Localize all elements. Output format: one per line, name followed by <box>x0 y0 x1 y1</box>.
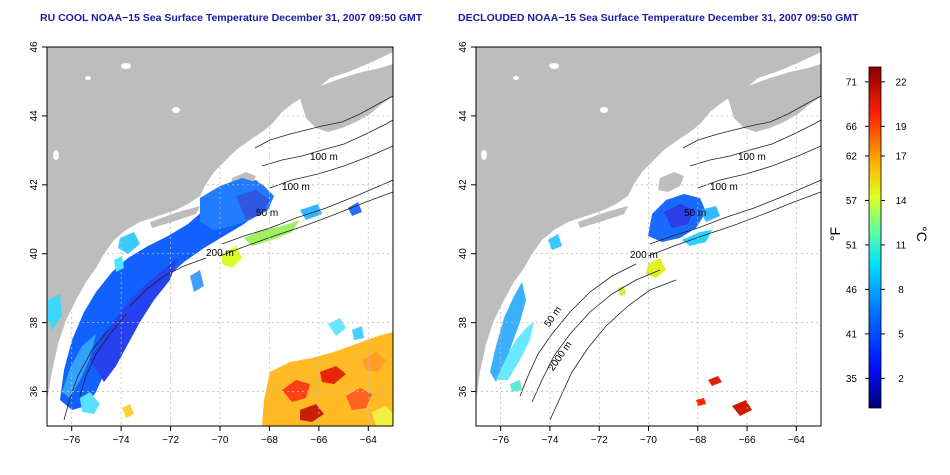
x-tick-label: −76 <box>63 435 80 446</box>
grid-lines <box>476 47 821 426</box>
lake <box>600 107 608 113</box>
lake <box>53 150 59 160</box>
x-tick-label: −66 <box>310 435 327 446</box>
y-tick-label: 42 <box>458 179 469 191</box>
bathymetry-contours <box>519 95 821 421</box>
y-tick-label: 46 <box>458 41 469 53</box>
colorbar-label-fahrenheit: 41 <box>846 329 858 340</box>
contour-label: 200 m <box>630 250 658 261</box>
axis-ticks: −76 −74 −72 −70 −68 −66 −64 36 38 40 42 44 46 <box>458 41 805 446</box>
colorbar-label-fahrenheit: 51 <box>846 240 858 251</box>
colorbar-label-fahrenheit: 71 <box>846 77 858 88</box>
contour-label: 200 m <box>206 248 234 259</box>
right-map-panel: 100 m 100 m 50 m 200 m 50 m 2000 m −76 −7… <box>458 41 822 446</box>
long-island-land <box>150 206 200 228</box>
colorbar-label-celsius: 8 <box>898 285 904 296</box>
y-tick-label: 40 <box>458 248 469 260</box>
x-tick-label: −68 <box>689 435 706 446</box>
lake <box>549 63 559 69</box>
temperature-colorbar: 71 22 66 19 62 17 57 14 51 11 46 8 41 5 35 2 <box>846 66 907 409</box>
x-tick-label: −68 <box>261 435 278 446</box>
lake <box>481 150 487 160</box>
colorbar-label-celsius: 19 <box>895 122 907 133</box>
colorbar-label-fahrenheit: 66 <box>846 122 858 133</box>
colorbar-label-celsius: 14 <box>895 196 907 207</box>
colorbar-label-celsius: 2 <box>898 374 904 385</box>
x-tick-label: −70 <box>640 435 657 446</box>
celsius-unit-label: °C <box>913 226 930 242</box>
sst-data-layer <box>490 194 752 416</box>
y-tick-label: 40 <box>29 248 40 260</box>
nova-scotia-land <box>300 64 393 132</box>
y-tick-label: 38 <box>458 317 469 329</box>
y-tick-label: 36 <box>458 386 469 398</box>
colorbar-label-fahrenheit: 57 <box>846 196 858 207</box>
contour-label: 100 m <box>282 182 310 193</box>
colorbar-label-fahrenheit: 62 <box>846 151 858 162</box>
x-tick-label: −64 <box>788 435 805 446</box>
y-tick-label: 44 <box>458 110 469 122</box>
contour-label: 100 m <box>310 152 338 163</box>
bathymetry-contours <box>63 95 393 421</box>
axis-ticks: −76 −74 −72 −70 −68 −66 −64 36 38 40 42 44 46 <box>29 41 377 446</box>
y-tick-label: 42 <box>29 179 40 191</box>
land-mass <box>47 47 393 400</box>
lake <box>121 63 131 69</box>
colorbar-label-fahrenheit: 46 <box>846 285 858 296</box>
left-map-panel: 100 m 100 m 50 m 200 m −76 −74 −72 −70 −68 −6… <box>29 41 394 446</box>
colorbar-label-celsius: 5 <box>898 329 904 340</box>
long-island-land <box>578 206 628 228</box>
cape-cod-land <box>658 172 684 192</box>
colorbar-label-celsius: 11 <box>896 240 907 251</box>
lake <box>172 107 180 113</box>
y-tick-label: 36 <box>29 386 40 398</box>
lake <box>513 76 519 80</box>
x-tick-label: −70 <box>212 435 229 446</box>
colorbar-label-celsius: 22 <box>895 77 907 88</box>
right-panel-title: DECLOUDED NOAA−15 Sea Surface Temperatur… <box>458 12 859 24</box>
x-tick-label: −74 <box>541 435 558 446</box>
y-tick-label: 46 <box>29 41 40 53</box>
x-tick-label: −64 <box>360 435 377 446</box>
x-tick-label: −72 <box>162 435 179 446</box>
y-tick-label: 38 <box>29 317 40 329</box>
contour-label: 50 m <box>684 208 706 219</box>
y-tick-label: 44 <box>29 110 40 122</box>
x-tick-label: −72 <box>591 435 608 446</box>
contour-label: 100 m <box>738 152 766 163</box>
x-tick-label: −66 <box>739 435 756 446</box>
land-mass <box>476 47 821 400</box>
sst-data-layer <box>48 178 393 426</box>
fahrenheit-unit-label: °F <box>827 226 844 242</box>
x-tick-label: −76 <box>492 435 509 446</box>
colorbar-gradient <box>868 66 882 409</box>
x-tick-label: −74 <box>113 435 130 446</box>
nova-scotia-land <box>728 64 821 132</box>
contour-label: 100 m <box>710 182 738 193</box>
colorbar-label-celsius: 17 <box>895 151 907 162</box>
contour-label: 50 m <box>256 208 278 219</box>
left-panel-title: RU COOL NOAA−15 Sea Surface Temperature … <box>40 12 423 24</box>
grid-lines <box>47 47 393 426</box>
colorbar-label-fahrenheit: 35 <box>846 374 858 385</box>
lake <box>85 76 91 80</box>
